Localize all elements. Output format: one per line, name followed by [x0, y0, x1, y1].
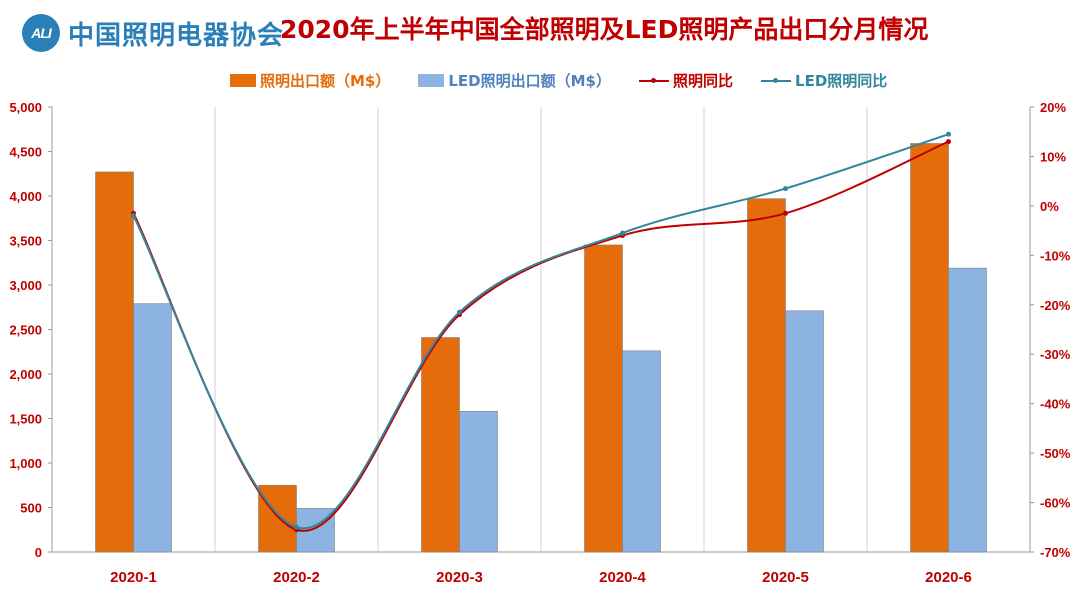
bar-led-export — [133, 303, 172, 553]
legend-label: 照明出口额（M$） — [260, 72, 391, 90]
y-left-tick-label: 2,500 — [9, 323, 42, 338]
bar-lighting-export — [421, 337, 460, 553]
y-left-tick-label: 1,500 — [9, 412, 42, 427]
bar-lighting-export — [747, 198, 786, 553]
bar-led-export — [948, 267, 987, 553]
x-tick-label: 2020-3 — [436, 569, 483, 586]
y-right-tick-label: -70% — [1040, 545, 1071, 560]
chart-title: 2020年上半年中国全部照明及LED照明产品出口分月情况 — [280, 15, 929, 44]
legend-swatch — [418, 74, 445, 87]
line-lighting-yoy-point — [946, 139, 951, 145]
y-right-tick-label: 0% — [1040, 199, 1059, 214]
y-left-tick-label: 1,000 — [9, 456, 42, 471]
legend: 照明出口额（M$） LED照明出口额（M$） 照明同比 LED照明同比 — [230, 70, 887, 91]
bar-led-export — [622, 350, 661, 553]
y-right-tick-label: -10% — [1040, 248, 1071, 263]
y-left-tick-label: 2,000 — [9, 367, 42, 382]
line-led-yoy-point — [131, 213, 136, 219]
logo-text: 中国照明电器协会 — [68, 20, 285, 51]
legend-swatch — [761, 75, 792, 87]
y-left-tick-label: 3,500 — [9, 234, 42, 249]
line-led-yoy-point — [294, 524, 299, 530]
legend-item-led-yoy: LED照明同比 — [761, 70, 887, 91]
y-left-tick-label: 4,000 — [9, 189, 42, 204]
legend-swatch — [639, 75, 669, 87]
y-right-tick-label: 10% — [1040, 149, 1066, 164]
line-led-yoy-point — [783, 186, 788, 192]
y-left-tick-label: 3,000 — [9, 278, 42, 293]
y-left-tick-label: 500 — [20, 501, 42, 516]
legend-item-led-export: LED照明出口额（M$） — [418, 70, 611, 91]
x-tick-label: 2020-2 — [273, 569, 320, 586]
legend-item-lighting-export: 照明出口额（M$） — [230, 70, 390, 91]
y-right-tick-label: -30% — [1040, 347, 1071, 362]
bar-lighting-export — [910, 143, 949, 553]
bar-led-export — [785, 310, 824, 553]
y-left-tick-label: 0 — [35, 545, 42, 560]
line-led-yoy-point — [946, 131, 951, 137]
legend-label: LED照明出口额（M$） — [448, 72, 611, 90]
y-right-tick-label: 20% — [1040, 100, 1066, 115]
y-left-tick-label: 4,500 — [9, 145, 42, 160]
y-left-tick-label: 5,000 — [9, 100, 42, 115]
line-led-yoy-point — [620, 230, 625, 236]
bar-lighting-export — [95, 171, 134, 553]
x-tick-label: 2020-4 — [599, 569, 646, 586]
x-tick-label: 2020-1 — [110, 569, 157, 586]
line-lighting-yoy-point — [783, 210, 788, 216]
legend-label: 照明同比 — [673, 72, 734, 90]
bar-led-export — [459, 411, 498, 553]
logo: ALI 中国照明电器协会 — [22, 14, 284, 52]
legend-label: LED照明同比 — [795, 72, 888, 90]
bar-lighting-export — [584, 244, 623, 553]
x-tick-label: 2020-6 — [925, 569, 972, 586]
y-right-tick-label: -50% — [1040, 446, 1071, 461]
y-right-tick-label: -40% — [1040, 397, 1071, 412]
bar-lighting-export — [258, 484, 297, 553]
legend-item-lighting-yoy: 照明同比 — [639, 70, 733, 91]
x-tick-label: 2020-5 — [762, 569, 809, 586]
y-right-tick-label: -60% — [1040, 496, 1071, 511]
legend-swatch — [230, 74, 256, 87]
line-led-yoy-point — [457, 309, 462, 315]
logo-mark: ALI — [22, 14, 60, 52]
y-right-tick-label: -20% — [1040, 298, 1071, 313]
